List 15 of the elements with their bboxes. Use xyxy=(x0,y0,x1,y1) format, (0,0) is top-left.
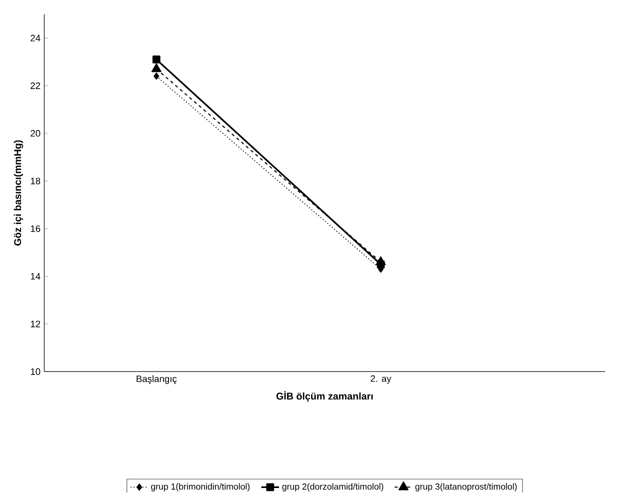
legend-label: grup 2(dorzolamid/timolol) xyxy=(282,483,384,492)
legend-label: grup 3(latanoprost/timolol) xyxy=(415,483,517,492)
legend-label: grup 1(brimonidin/timolol) xyxy=(151,483,250,492)
y-tick-label: 12 xyxy=(30,320,40,328)
x-tick-label: Başlangıç xyxy=(136,376,177,384)
x-tick-label: 2. ay xyxy=(370,376,392,384)
y-tick-label: 22 xyxy=(30,82,40,90)
y-tick-label: 10 xyxy=(30,368,40,376)
y-tick-label: 20 xyxy=(30,130,40,137)
y-tick-label: 14 xyxy=(30,273,40,280)
y-axis-title: Göz içi basıncı(mmHg) xyxy=(14,140,24,246)
y-tick-label: 16 xyxy=(30,226,40,232)
x-axis-title: GİB ölçüm zamanları xyxy=(276,391,373,402)
y-tick-label: 24 xyxy=(30,35,40,42)
y-tick-label: 18 xyxy=(30,178,40,185)
